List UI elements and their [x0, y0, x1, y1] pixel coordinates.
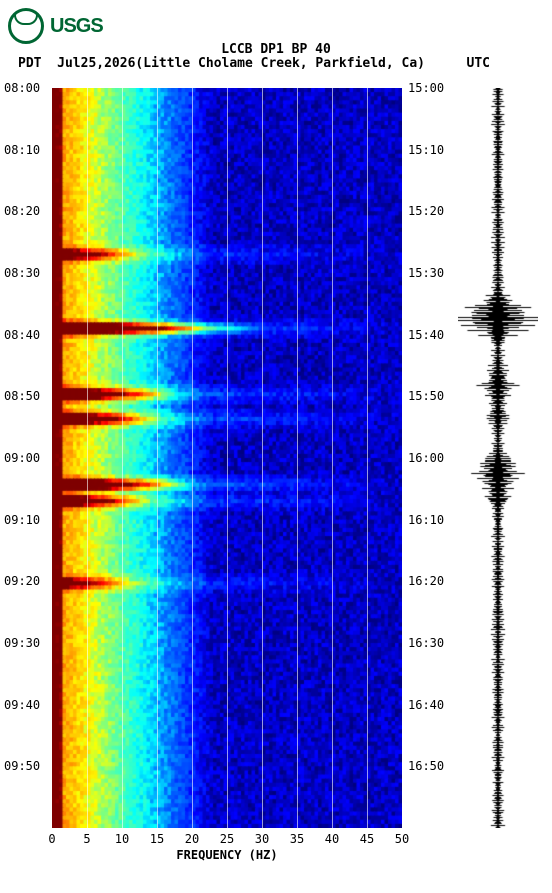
x-tick: 35: [289, 832, 305, 846]
x-tick: 0: [44, 832, 60, 846]
x-tick: 5: [79, 832, 95, 846]
y-right-tick: 16:40: [408, 698, 444, 712]
x-tick: 10: [114, 832, 130, 846]
y-left-tick: 09:00: [4, 451, 40, 465]
chart-subtitle: PDT Jul25,2026(Little Cholame Creek, Par…: [0, 56, 552, 71]
waveform-plot: [458, 88, 538, 828]
y-left-tick: 09:50: [4, 759, 40, 773]
logo-text: USGS: [50, 15, 103, 38]
y-right-tick: 15:30: [408, 266, 444, 280]
y-left-tick: 09:10: [4, 513, 40, 527]
x-tick: 50: [394, 832, 410, 846]
y-left-tick: 08:00: [4, 81, 40, 95]
x-tick: 45: [359, 832, 375, 846]
x-tick: 25: [219, 832, 235, 846]
y-right-tick: 15:20: [408, 204, 444, 218]
y-right-tick: 15:00: [408, 81, 444, 95]
logo-mark: [8, 8, 44, 44]
y-right-tick: 15:40: [408, 328, 444, 342]
y-left-tick: 08:30: [4, 266, 40, 280]
y-right-tick: 15:10: [408, 143, 444, 157]
y-left-tick: 08:40: [4, 328, 40, 342]
y-left-tick: 08:10: [4, 143, 40, 157]
y-right-tick: 16:00: [408, 451, 444, 465]
waveform-canvas: [458, 88, 538, 828]
y-right-tick: 15:50: [408, 389, 444, 403]
tz-right: UTC: [467, 56, 490, 71]
x-tick: 40: [324, 832, 340, 846]
y-right-tick: 16:10: [408, 513, 444, 527]
x-axis-title: FREQUENCY (HZ): [52, 848, 402, 862]
tz-left: PDT: [18, 56, 41, 71]
x-tick: 15: [149, 832, 165, 846]
chart-title: LCCB DP1 BP 40: [0, 42, 552, 57]
date: Jul25,2026: [57, 56, 135, 71]
x-tick: 20: [184, 832, 200, 846]
x-tick: 30: [254, 832, 270, 846]
y-left-tick: 09:40: [4, 698, 40, 712]
y-left-tick: 09:20: [4, 574, 40, 588]
y-right-tick: 16:30: [408, 636, 444, 650]
y-left-tick: 09:30: [4, 636, 40, 650]
usgs-logo: USGS: [8, 8, 103, 44]
y-left-tick: 08:50: [4, 389, 40, 403]
y-right-tick: 16:20: [408, 574, 444, 588]
location: (Little Cholame Creek, Parkfield, Ca): [135, 56, 425, 71]
y-right-tick: 16:50: [408, 759, 444, 773]
y-left-tick: 08:20: [4, 204, 40, 218]
